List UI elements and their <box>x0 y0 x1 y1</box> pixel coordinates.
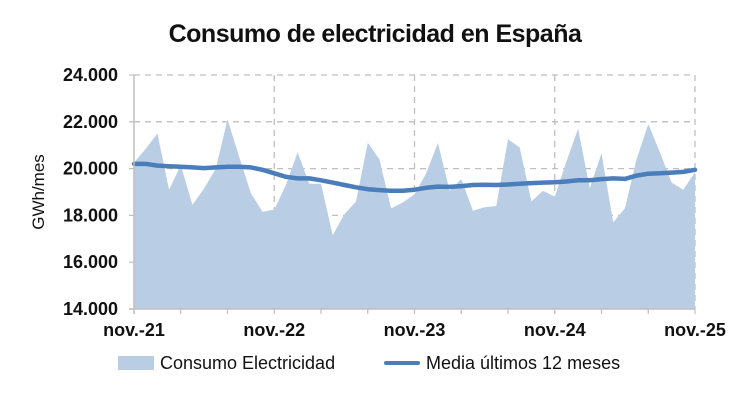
line-series <box>131 161 698 194</box>
y-tick-label: 18.000 <box>63 205 118 225</box>
legend-item-line: Media últimos 12 meses <box>384 350 620 376</box>
axes <box>129 74 696 314</box>
chart-title: Consumo de electricidad en España <box>168 20 582 48</box>
area-series <box>134 119 695 309</box>
y-axis-title: GWh/mes <box>29 154 48 230</box>
legend-label-area: Consumo Electricidad <box>160 352 336 373</box>
y-tick-label: 22.000 <box>63 112 118 132</box>
legend-swatch-line <box>384 361 420 365</box>
y-tick-label: 16.000 <box>63 252 118 272</box>
tick-labels: 14.000 16.000 18.000 20.000 22.000 24.000 nov.… <box>63 65 726 340</box>
y-tick-label: 20.000 <box>63 159 118 179</box>
line-media-12-meses <box>131 161 698 194</box>
legend-swatch-area <box>118 356 154 370</box>
x-tick-label: nov.-24 <box>524 320 586 340</box>
legend-label-line: Media últimos 12 meses <box>426 352 621 373</box>
area-consumo-electricidad <box>134 119 695 309</box>
x-tick-label: nov.-21 <box>103 320 165 340</box>
x-tick-label: nov.-25 <box>664 320 726 340</box>
legend-item-area: Consumo Electricidad <box>118 350 335 376</box>
x-tick-label: nov.-23 <box>384 320 446 340</box>
y-tick-label: 24.000 <box>63 65 118 85</box>
legend: Consumo Electricidad Media últimos 12 me… <box>0 350 750 376</box>
x-tick-label: nov.-22 <box>243 320 305 340</box>
y-tick-label: 14.000 <box>63 299 118 319</box>
